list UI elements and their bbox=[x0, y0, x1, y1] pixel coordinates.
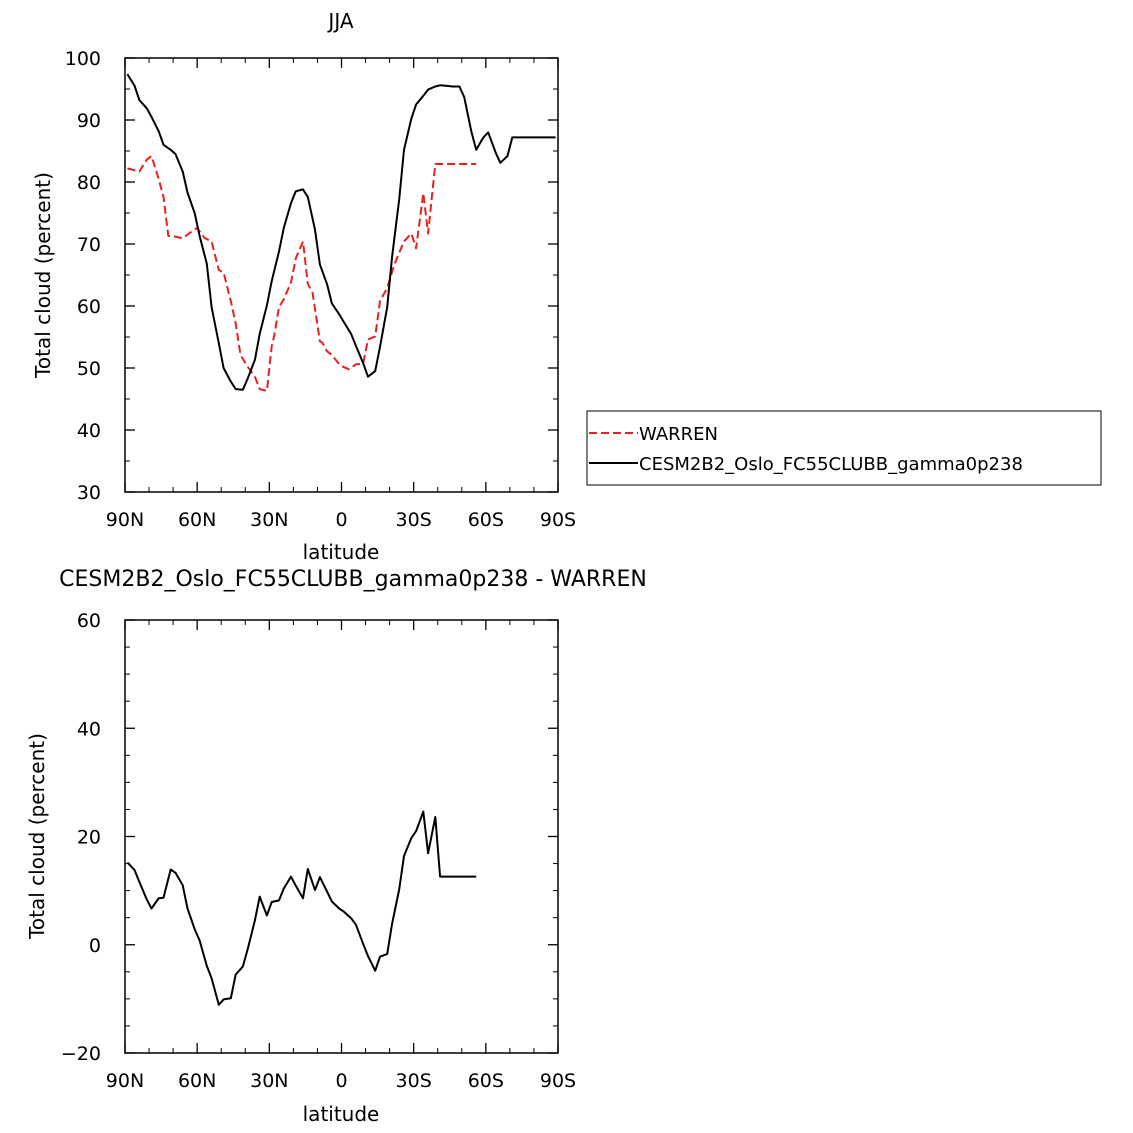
top-plot-series bbox=[126, 73, 556, 392]
p2-xtick-label: 0 bbox=[335, 1070, 347, 1092]
bottom-plot-ticks: 90N 60N 30N 0 30S 60S 90S −20 0 20 40 60 bbox=[61, 610, 576, 1092]
p1-ytick-label: 90 bbox=[77, 110, 101, 132]
top-plot-frame bbox=[124, 57, 559, 493]
p1-ytick-label: 80 bbox=[77, 172, 101, 194]
legend-label-cesm: CESM2B2_Oslo_FC55CLUBB_gamma0p238 bbox=[639, 454, 1023, 475]
top-plot-ticks: 90N 60N 30N 0 30S 60S 90S 30 40 50 60 70 80 90 100 bbox=[65, 48, 576, 531]
p1-ytick-label: 40 bbox=[77, 420, 101, 442]
p1-xtick-label: 0 bbox=[335, 509, 347, 531]
p1-xtick-label: 90N bbox=[106, 509, 144, 531]
legend: WARREN CESM2B2_Oslo_FC55CLUBB_gamma0p238 bbox=[586, 410, 1102, 486]
legend-box bbox=[586, 410, 1102, 486]
top-plot-title: JJA bbox=[326, 9, 353, 33]
p2-ytick-label: 40 bbox=[77, 718, 101, 740]
p1-series-line-2 bbox=[126, 73, 556, 391]
bottom-plot: CESM2B2_Oslo_FC55CLUBB_gamma0p238 - WARR… bbox=[25, 567, 647, 1126]
bottom-plot-xlabel: latitude bbox=[303, 1102, 380, 1126]
p1-ytick-label: 70 bbox=[77, 234, 101, 256]
p1-ytick-label: 50 bbox=[77, 358, 101, 380]
p2-xtick-label: 90N bbox=[106, 1070, 144, 1092]
p1-ytick-label: 30 bbox=[77, 482, 101, 504]
p2-xtick-label: 90S bbox=[540, 1070, 576, 1092]
legend-label-warren: WARREN bbox=[639, 424, 718, 445]
p1-ytick-label: 60 bbox=[77, 296, 101, 318]
p2-xtick-label: 30S bbox=[396, 1070, 432, 1092]
top-plot-xlabel: latitude bbox=[303, 540, 380, 564]
p1-xtick-label: 60S bbox=[468, 509, 504, 531]
p2-series-line-1 bbox=[126, 810, 477, 1006]
p1-xtick-label: 90S bbox=[540, 509, 576, 531]
p1-xtick-label: 30S bbox=[396, 509, 432, 531]
p2-xtick-label: 60N bbox=[178, 1070, 216, 1092]
top-plot: JJA 90N 60N 30N 0 30S 60S 90S 30 40 50 60 70 80 90 100… bbox=[31, 9, 576, 564]
p1-ytick-label: 100 bbox=[65, 48, 101, 70]
p2-ytick-label: 20 bbox=[77, 827, 101, 849]
p2-ytick-label: 60 bbox=[77, 610, 101, 632]
top-plot-ylabel: Total cloud (percent) bbox=[31, 172, 55, 379]
p2-xtick-label: 60S bbox=[468, 1070, 504, 1092]
p1-xtick-label: 30N bbox=[250, 509, 288, 531]
bottom-plot-ylabel: Total cloud (percent) bbox=[25, 733, 49, 940]
p2-ytick-label: 0 bbox=[89, 935, 101, 957]
p1-series-line-1 bbox=[127, 155, 477, 392]
p2-ytick-label: −20 bbox=[61, 1043, 101, 1065]
bottom-plot-frame bbox=[124, 619, 559, 1054]
bottom-plot-series bbox=[126, 810, 477, 1006]
p2-xtick-label: 30N bbox=[250, 1070, 288, 1092]
p1-xtick-label: 60N bbox=[178, 509, 216, 531]
bottom-plot-title: CESM2B2_Oslo_FC55CLUBB_gamma0p238 - WARR… bbox=[59, 567, 647, 592]
